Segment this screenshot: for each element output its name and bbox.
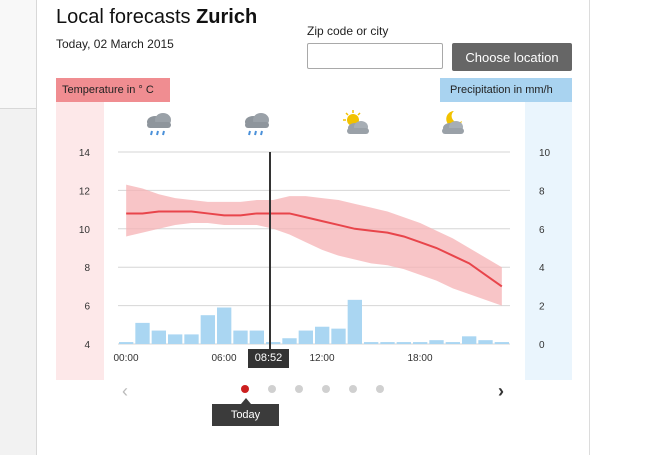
- temperature-line[interactable]: [126, 210, 503, 288]
- zip-field-label: Zip code or city: [307, 24, 389, 38]
- page-title: Local forecasts Zurich: [56, 6, 257, 29]
- precipitation-bar[interactable]: [266, 342, 281, 344]
- forecast-date: Today, 02 March 2015: [56, 37, 174, 51]
- zip-field[interactable]: [307, 43, 443, 69]
- temperature-tick-label: 12: [79, 186, 91, 197]
- precipitation-tick-label: 6: [539, 225, 545, 236]
- temperature-axis-title: Temperature in ° C: [56, 78, 170, 102]
- title-prefix: Local forecasts: [56, 6, 191, 28]
- precipitation-bar[interactable]: [380, 342, 395, 344]
- precipitation-axis-title: Precipitation in mm/h: [440, 78, 572, 102]
- temperature-range-band: [126, 184, 502, 306]
- pager-dot-4[interactable]: [322, 385, 330, 393]
- precipitation-bar[interactable]: [151, 330, 166, 344]
- precipitation-bar[interactable]: [282, 338, 297, 344]
- time-tick-label: 18:00: [407, 353, 432, 364]
- precipitation-bar[interactable]: [233, 330, 248, 344]
- precipitation-bar[interactable]: [347, 299, 362, 344]
- precipitation-bar[interactable]: [315, 326, 330, 344]
- temperature-tick-label: 6: [84, 302, 90, 313]
- precipitation-bar[interactable]: [331, 328, 346, 344]
- pager-dot-3[interactable]: [295, 385, 303, 393]
- temperature-tick-label: 8: [84, 263, 90, 274]
- pager-dot-6[interactable]: [376, 385, 384, 393]
- precipitation-bar[interactable]: [478, 340, 493, 344]
- temperature-axis-band: [56, 102, 104, 380]
- temperature-tick-label: 10: [79, 225, 91, 236]
- choose-location-button[interactable]: Choose location: [452, 43, 572, 71]
- pager-dot-2[interactable]: [268, 385, 276, 393]
- precipitation-bar[interactable]: [217, 307, 232, 344]
- precipitation-bar[interactable]: [462, 336, 477, 344]
- temperature-tick-label: 4: [84, 340, 90, 351]
- precipitation-bar[interactable]: [413, 342, 428, 344]
- precipitation-bar[interactable]: [364, 342, 379, 344]
- precipitation-bar[interactable]: [184, 334, 199, 344]
- precipitation-bar[interactable]: [396, 342, 411, 344]
- time-tick-label: 12:00: [309, 353, 334, 364]
- next-day-arrow[interactable]: ›: [498, 381, 504, 401]
- precipitation-bar[interactable]: [445, 342, 460, 344]
- precipitation-tick-label: 4: [539, 263, 545, 274]
- today-tooltip: Today: [212, 398, 279, 426]
- left-panel-edge: [0, 0, 37, 455]
- precipitation-tick-label: 2: [539, 302, 545, 313]
- precipitation-tick-label: 8: [539, 186, 545, 197]
- moon-cloud-icon: [442, 111, 464, 134]
- current-time-label[interactable]: 08:52: [248, 349, 289, 368]
- pager-dot-1[interactable]: [241, 385, 249, 393]
- precipitation-tick-label: 0: [539, 340, 545, 351]
- time-tick-label: 06:00: [211, 353, 236, 364]
- precipitation-tick-label: 10: [539, 148, 551, 159]
- precipitation-bar[interactable]: [168, 334, 183, 344]
- sun-cloud-icon: [343, 110, 369, 134]
- temperature-tick-label: 14: [79, 148, 91, 159]
- right-margin: [590, 0, 669, 455]
- precipitation-bar[interactable]: [494, 342, 509, 344]
- cloud-rain-icon: [147, 113, 171, 136]
- pager-dot-5[interactable]: [349, 385, 357, 393]
- precipitation-bar[interactable]: [298, 330, 313, 344]
- precipitation-axis-band: [525, 102, 572, 380]
- previous-day-arrow[interactable]: ‹: [122, 381, 128, 401]
- cloud-rain-icon: [245, 113, 269, 136]
- precipitation-bar[interactable]: [249, 330, 264, 344]
- time-tick-label: 00:00: [113, 353, 138, 364]
- precipitation-bar[interactable]: [429, 340, 444, 344]
- precipitation-bar[interactable]: [200, 315, 215, 344]
- precipitation-bar[interactable]: [135, 322, 150, 344]
- left-panel-tab: [0, 0, 36, 109]
- precipitation-bar[interactable]: [119, 342, 134, 344]
- title-city: Zurich: [196, 6, 258, 28]
